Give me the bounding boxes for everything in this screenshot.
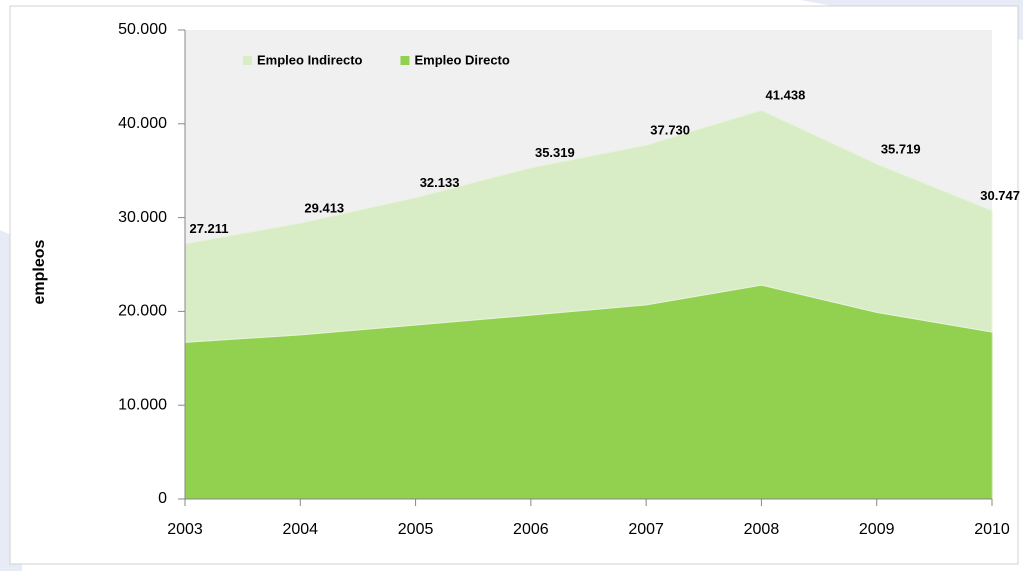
legend-swatch [400, 56, 410, 65]
x-tick-label: 2009 [859, 521, 895, 538]
x-tick-label: 2007 [628, 521, 664, 538]
x-tick-label: 2006 [513, 521, 549, 538]
y-tick-label: 50.000 [118, 21, 167, 38]
total-label: 27.211 [189, 221, 228, 236]
x-tick-label: 2008 [744, 521, 780, 538]
total-label: 29.413 [304, 201, 344, 216]
total-label: 41.438 [766, 88, 806, 103]
x-tick-label: 2004 [282, 521, 318, 538]
y-tick-label: 0 [158, 490, 167, 507]
total-label: 30.747 [980, 188, 1020, 203]
legend-label: Empleo Indirecto [257, 52, 363, 67]
y-tick-label: 10.000 [118, 396, 167, 413]
y-axis-label: empleos [31, 239, 48, 304]
y-tick-label: 20.000 [118, 303, 167, 320]
legend-label: Empleo Directo [414, 52, 509, 67]
y-tick-label: 40.000 [118, 115, 167, 132]
total-label: 35.719 [881, 141, 921, 156]
total-label: 37.730 [650, 123, 690, 138]
legend-swatch [243, 56, 252, 65]
x-tick-label: 2010 [974, 521, 1010, 538]
x-tick-label: 2003 [167, 521, 203, 538]
x-tick-label: 2005 [398, 521, 434, 538]
total-label: 35.319 [535, 145, 575, 160]
area [184, 109, 993, 343]
y-tick-label: 30.000 [118, 209, 167, 226]
total-label: 32.133 [420, 175, 460, 190]
